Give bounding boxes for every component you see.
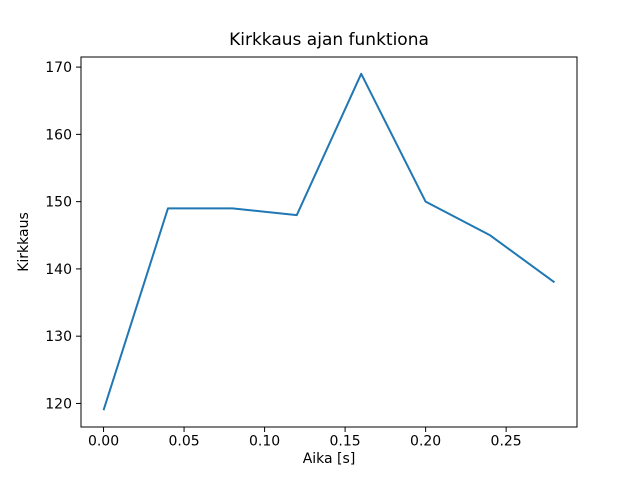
x-tick-label: 0.15 xyxy=(330,434,361,450)
y-tick-label: 170 xyxy=(45,60,72,76)
x-axis-label: Aika [s] xyxy=(302,451,356,467)
y-tick-label: 160 xyxy=(45,127,72,143)
chart-title: Kirkkaus ajan funktiona xyxy=(229,30,429,50)
x-tick-label: 0.10 xyxy=(249,434,280,450)
x-tick-label: 0.00 xyxy=(88,434,119,450)
plot-frame xyxy=(80,56,578,428)
x-tick-label: 0.20 xyxy=(410,434,441,450)
x-tick-label: 0.25 xyxy=(491,434,522,450)
y-tick-label: 130 xyxy=(45,329,72,345)
y-tick-label: 140 xyxy=(45,262,72,278)
y-tick-label: 120 xyxy=(45,396,72,412)
x-tick-label: 0.05 xyxy=(168,434,199,450)
y-tick-label: 150 xyxy=(45,195,72,211)
data-line xyxy=(102,72,556,411)
